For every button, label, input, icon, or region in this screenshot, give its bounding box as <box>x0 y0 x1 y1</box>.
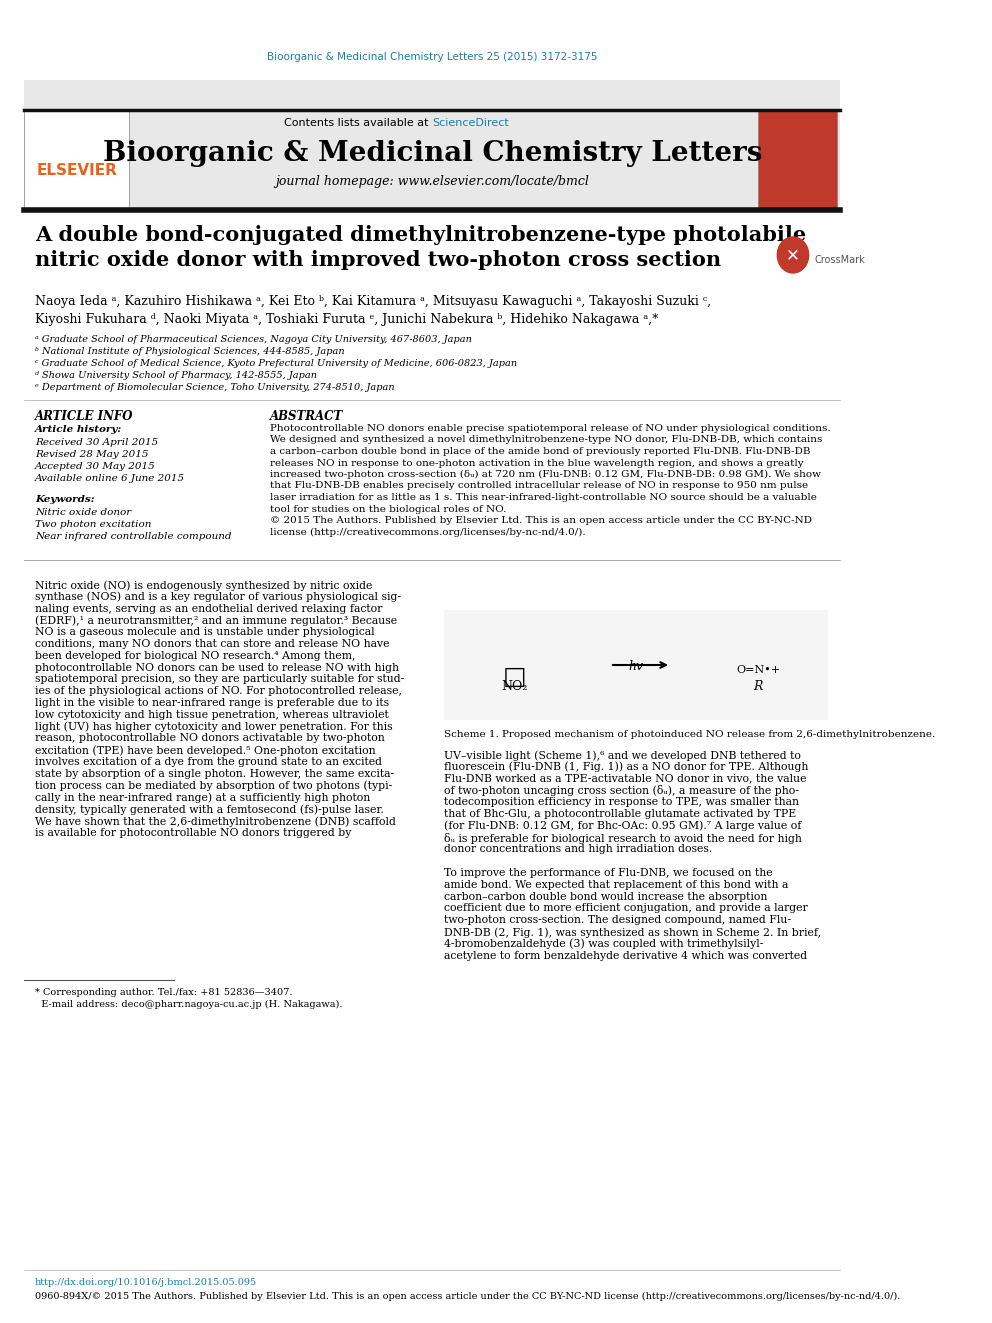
Text: ᵉ Department of Biomolecular Science, Toho University, 274-8510, Japan: ᵉ Department of Biomolecular Science, To… <box>35 382 395 392</box>
Text: 4-bromobenzaldehyde (3) was coupled with trimethylsilyl-: 4-bromobenzaldehyde (3) was coupled with… <box>444 939 764 950</box>
Text: ies of the physiological actions of NO. For photocontrolled release,: ies of the physiological actions of NO. … <box>35 687 402 696</box>
Text: donor concentrations and high irradiation doses.: donor concentrations and high irradiatio… <box>444 844 712 855</box>
Text: releases NO in response to one-photon activation in the blue wavelength region, : releases NO in response to one-photon ac… <box>270 459 804 467</box>
Text: todecomposition efficiency in response to TPE, was smaller than: todecomposition efficiency in response t… <box>444 798 800 807</box>
Text: photocontrollable NO donors can be used to release NO with high: photocontrollable NO donors can be used … <box>35 663 399 672</box>
Text: hv: hv <box>629 660 644 673</box>
Text: conditions, many NO donors that can store and release NO have: conditions, many NO donors that can stor… <box>35 639 389 650</box>
Bar <box>758 110 836 210</box>
Text: light (UV) has higher cytotoxicity and lower penetration. For this: light (UV) has higher cytotoxicity and l… <box>35 721 393 732</box>
Text: ✕: ✕ <box>786 246 800 265</box>
Text: Keywords:: Keywords: <box>35 495 94 504</box>
Circle shape <box>778 237 808 273</box>
Text: DNB-DB (2, Fig. 1), was synthesized as shown in Scheme 2. In brief,: DNB-DB (2, Fig. 1), was synthesized as s… <box>444 927 821 938</box>
Text: ELSEVIER: ELSEVIER <box>37 163 117 179</box>
Text: NO₂: NO₂ <box>501 680 528 693</box>
Bar <box>444 610 828 720</box>
Text: Near infrared controllable compound: Near infrared controllable compound <box>35 532 231 541</box>
Text: naling events, serving as an endothelial derived relaxing factor: naling events, serving as an endothelial… <box>35 603 382 614</box>
Text: amide bond. We expected that replacement of this bond with a: amide bond. We expected that replacement… <box>444 880 789 890</box>
Text: Flu-DNB worked as a TPE-activatable NO donor in vivo, the value: Flu-DNB worked as a TPE-activatable NO d… <box>444 774 806 783</box>
Text: (for Flu-DNB: 0.12 GM, for Bhc-OAc: 0.95 GM).⁷ A large value of: (for Flu-DNB: 0.12 GM, for Bhc-OAc: 0.95… <box>444 820 802 831</box>
Text: ᵈ Showa University School of Pharmacy, 142-8555, Japan: ᵈ Showa University School of Pharmacy, 1… <box>35 370 316 380</box>
Text: Contents lists available at: Contents lists available at <box>285 118 433 128</box>
Text: license (http://creativecommons.org/licenses/by-nc-nd/4.0/).: license (http://creativecommons.org/lice… <box>270 528 585 537</box>
Text: is available for photocontrollable NO donors triggered by: is available for photocontrollable NO do… <box>35 828 351 837</box>
Text: Scheme 1. Proposed mechanism of photoinduced NO release from 2,6-dimethylnitrobe: Scheme 1. Proposed mechanism of photoind… <box>444 730 935 740</box>
Text: synthase (NOS) and is a key regulator of various physiological sig-: synthase (NOS) and is a key regulator of… <box>35 591 401 602</box>
Text: spatiotemporal precision, so they are particularly suitable for stud-: spatiotemporal precision, so they are pa… <box>35 675 404 684</box>
Text: carbon–carbon double bond would increase the absorption: carbon–carbon double bond would increase… <box>444 892 768 901</box>
Text: To improve the performance of Flu-DNB, we focused on the: To improve the performance of Flu-DNB, w… <box>444 868 773 878</box>
Text: a carbon–carbon double bond in place of the amide bond of previously reported Fl: a carbon–carbon double bond in place of … <box>270 447 810 456</box>
Text: Revised 28 May 2015: Revised 28 May 2015 <box>35 450 149 459</box>
Text: journal homepage: www.elsevier.com/locate/bmcl: journal homepage: www.elsevier.com/locat… <box>275 175 589 188</box>
Text: that Flu-DNB-DB enables precisely controlled intracellular release of NO in resp: that Flu-DNB-DB enables precisely contro… <box>270 482 808 491</box>
Text: fluorescein (Flu-DNB (1, Fig. 1)) as a NO donor for TPE. Although: fluorescein (Flu-DNB (1, Fig. 1)) as a N… <box>444 762 808 773</box>
Text: low cytotoxicity and high tissue penetration, whereas ultraviolet: low cytotoxicity and high tissue penetra… <box>35 710 389 720</box>
Text: ABSTRACT: ABSTRACT <box>270 410 343 423</box>
Text: © 2015 The Authors. Published by Elsevier Ltd. This is an open access article un: © 2015 The Authors. Published by Elsevie… <box>270 516 812 525</box>
Text: acetylene to form benzaldehyde derivative 4 which was converted: acetylene to form benzaldehyde derivativ… <box>444 951 807 960</box>
Text: laser irradiation for as little as 1 s. This near-infrared-light-controllable NO: laser irradiation for as little as 1 s. … <box>270 493 817 501</box>
Text: 0960-894X/© 2015 The Authors. Published by Elsevier Ltd. This is an open access : 0960-894X/© 2015 The Authors. Published … <box>35 1293 900 1301</box>
Text: (EDRF),¹ a neurotransmitter,² and an immune regulator.³ Because: (EDRF),¹ a neurotransmitter,² and an imm… <box>35 615 397 626</box>
Text: tion process can be mediated by absorption of two photons (typi-: tion process can be mediated by absorpti… <box>35 781 392 791</box>
Text: excitation (TPE) have been developed.⁵ One-photon excitation: excitation (TPE) have been developed.⁵ O… <box>35 745 376 755</box>
Text: tool for studies on the biological roles of NO.: tool for studies on the biological roles… <box>270 504 507 513</box>
Text: Bioorganic & Medicinal Chemistry Letters: Bioorganic & Medicinal Chemistry Letters <box>102 140 762 167</box>
Text: R: R <box>754 680 763 693</box>
Text: □: □ <box>502 665 526 689</box>
Text: density, typically generated with a femtosecond (fs)-pulse laser.: density, typically generated with a femt… <box>35 804 384 815</box>
Text: Nitric oxide (NO) is endogenously synthesized by nitric oxide: Nitric oxide (NO) is endogenously synthe… <box>35 579 372 590</box>
Text: ᵇ National Institute of Physiological Sciences, 444-8585, Japan: ᵇ National Institute of Physiological Sc… <box>35 347 344 356</box>
Text: CrossMark: CrossMark <box>814 255 865 265</box>
Text: ᵃ Graduate School of Pharmaceutical Sciences, Nagoya City University, 467-8603, : ᵃ Graduate School of Pharmaceutical Scie… <box>35 335 472 344</box>
Text: Bioorganic & Medicinal Chemistry Letters 25 (2015) 3172-3175: Bioorganic & Medicinal Chemistry Letters… <box>267 52 597 62</box>
Text: We have shown that the 2,6-dimethylnitrobenzene (DNB) scaffold: We have shown that the 2,6-dimethylnitro… <box>35 816 396 827</box>
FancyBboxPatch shape <box>25 79 840 210</box>
Text: light in the visible to near-infrared range is preferable due to its: light in the visible to near-infrared ra… <box>35 699 389 708</box>
Text: coefficient due to more efficient conjugation, and provide a larger: coefficient due to more efficient conjug… <box>444 904 808 913</box>
Text: been developed for biological NO research.⁴ Among them,: been developed for biological NO researc… <box>35 651 355 660</box>
Text: We designed and synthesized a novel dimethylnitrobenzene-type NO donor, Flu-DNB-: We designed and synthesized a novel dime… <box>270 435 822 445</box>
Text: Available online 6 June 2015: Available online 6 June 2015 <box>35 474 185 483</box>
Text: Nitric oxide donor: Nitric oxide donor <box>35 508 131 517</box>
Text: δᵤ is preferable for biological research to avoid the need for high: δᵤ is preferable for biological research… <box>444 832 803 844</box>
Text: Photocontrollable NO donors enable precise spatiotemporal release of NO under ph: Photocontrollable NO donors enable preci… <box>270 423 830 433</box>
Text: increased two-photon cross-section (δᵤ) at 720 nm (Flu-DNB: 0.12 GM, Flu-DNB-DB:: increased two-photon cross-section (δᵤ) … <box>270 470 821 479</box>
Text: Article history:: Article history: <box>35 425 122 434</box>
Text: ScienceDirect: ScienceDirect <box>433 118 509 128</box>
Text: NO is a gaseous molecule and is unstable under physiological: NO is a gaseous molecule and is unstable… <box>35 627 375 638</box>
Text: E-mail address: deco@pharr.nagoya-cu.ac.jp (H. Nakagawa).: E-mail address: deco@pharr.nagoya-cu.ac.… <box>35 1000 342 1009</box>
Text: two-photon cross-section. The designed compound, named Flu-: two-photon cross-section. The designed c… <box>444 916 792 925</box>
Bar <box>25 110 129 210</box>
Text: involves excitation of a dye from the ground state to an excited: involves excitation of a dye from the gr… <box>35 757 382 767</box>
Text: Received 30 April 2015: Received 30 April 2015 <box>35 438 158 447</box>
Text: * Corresponding author. Tel./fax: +81 52836—3407.: * Corresponding author. Tel./fax: +81 52… <box>35 988 293 998</box>
Text: cally in the near-infrared range) at a sufficiently high photon: cally in the near-infrared range) at a s… <box>35 792 370 803</box>
Text: A double bond-conjugated dimethylnitrobenzene-type photolabile
nitric oxide dono: A double bond-conjugated dimethylnitrobe… <box>35 225 806 270</box>
Text: UV–visible light (Scheme 1),⁶ and we developed DNB tethered to: UV–visible light (Scheme 1),⁶ and we dev… <box>444 750 802 761</box>
Text: reason, photocontrollable NO donors activatable by two-photon: reason, photocontrollable NO donors acti… <box>35 733 385 744</box>
Text: state by absorption of a single photon. However, the same excita-: state by absorption of a single photon. … <box>35 769 394 779</box>
Text: Naoya Ieda ᵃ, Kazuhiro Hishikawa ᵃ, Kei Eto ᵇ, Kai Kitamura ᵃ, Mitsuyasu Kawaguc: Naoya Ieda ᵃ, Kazuhiro Hishikawa ᵃ, Kei … <box>35 295 711 325</box>
Text: O=N•+: O=N•+ <box>736 665 780 675</box>
Text: ARTICLE INFO: ARTICLE INFO <box>35 410 133 423</box>
Text: Two photon excitation: Two photon excitation <box>35 520 151 529</box>
Text: of two-photon uncaging cross section (δᵤ), a measure of the pho-: of two-photon uncaging cross section (δᵤ… <box>444 786 800 796</box>
Text: that of Bhc-Glu, a photocontrollable glutamate activated by TPE: that of Bhc-Glu, a photocontrollable glu… <box>444 808 797 819</box>
Text: http://dx.doi.org/10.1016/j.bmcl.2015.05.095: http://dx.doi.org/10.1016/j.bmcl.2015.05… <box>35 1278 257 1287</box>
Text: ᶜ Graduate School of Medical Science, Kyoto Prefectural University of Medicine, : ᶜ Graduate School of Medical Science, Ky… <box>35 359 517 368</box>
Text: Accepted 30 May 2015: Accepted 30 May 2015 <box>35 462 156 471</box>
